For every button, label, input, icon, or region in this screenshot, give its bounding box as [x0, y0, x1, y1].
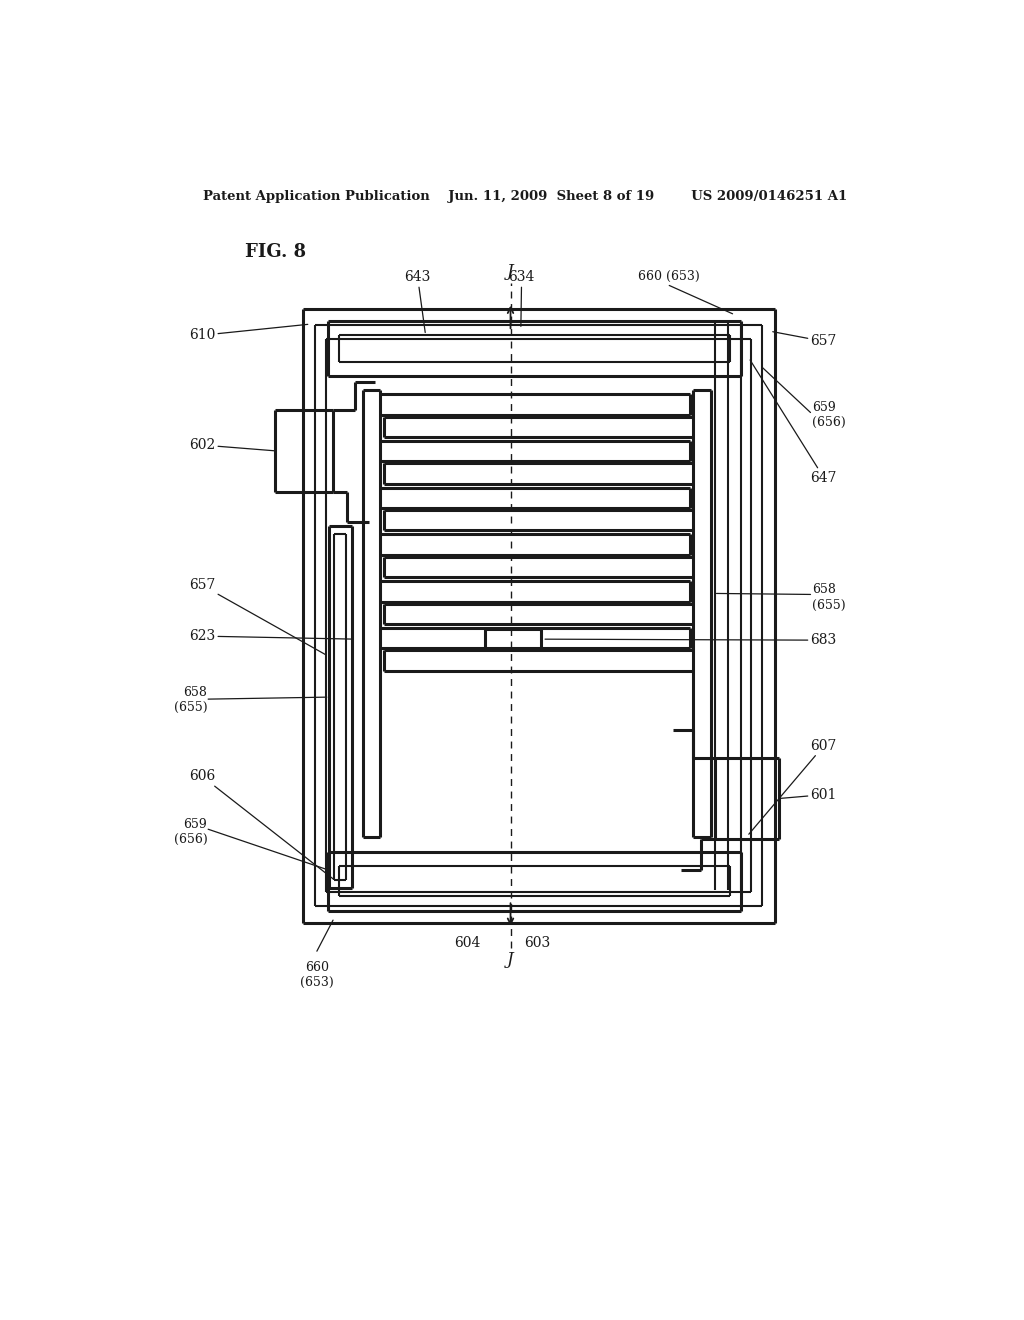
Text: 647: 647: [750, 360, 837, 484]
Text: 657: 657: [773, 331, 837, 348]
Text: 658
(655): 658 (655): [812, 583, 846, 611]
Text: 660 (653): 660 (653): [638, 271, 700, 284]
Text: 610: 610: [188, 325, 308, 342]
Text: 601: 601: [779, 788, 837, 801]
Text: 602: 602: [189, 438, 276, 451]
Text: 659
(656): 659 (656): [812, 400, 846, 429]
Text: J: J: [507, 264, 514, 280]
Text: Patent Application Publication    Jun. 11, 2009  Sheet 8 of 19        US 2009/01: Patent Application Publication Jun. 11, …: [203, 190, 847, 202]
Text: 658
(655): 658 (655): [174, 686, 207, 714]
Text: 659
(656): 659 (656): [174, 818, 207, 846]
Text: J: J: [507, 952, 514, 968]
Text: 634: 634: [509, 271, 535, 326]
Text: 660
(653): 660 (653): [300, 961, 334, 990]
Text: 603: 603: [524, 936, 551, 950]
Text: 606: 606: [189, 770, 334, 879]
Text: 657: 657: [188, 578, 327, 655]
Text: 604: 604: [455, 936, 481, 950]
Text: 623: 623: [189, 630, 353, 643]
Text: FIG. 8: FIG. 8: [246, 243, 306, 261]
Text: 643: 643: [404, 271, 431, 333]
Text: 683: 683: [545, 634, 837, 647]
Text: 607: 607: [749, 739, 837, 834]
